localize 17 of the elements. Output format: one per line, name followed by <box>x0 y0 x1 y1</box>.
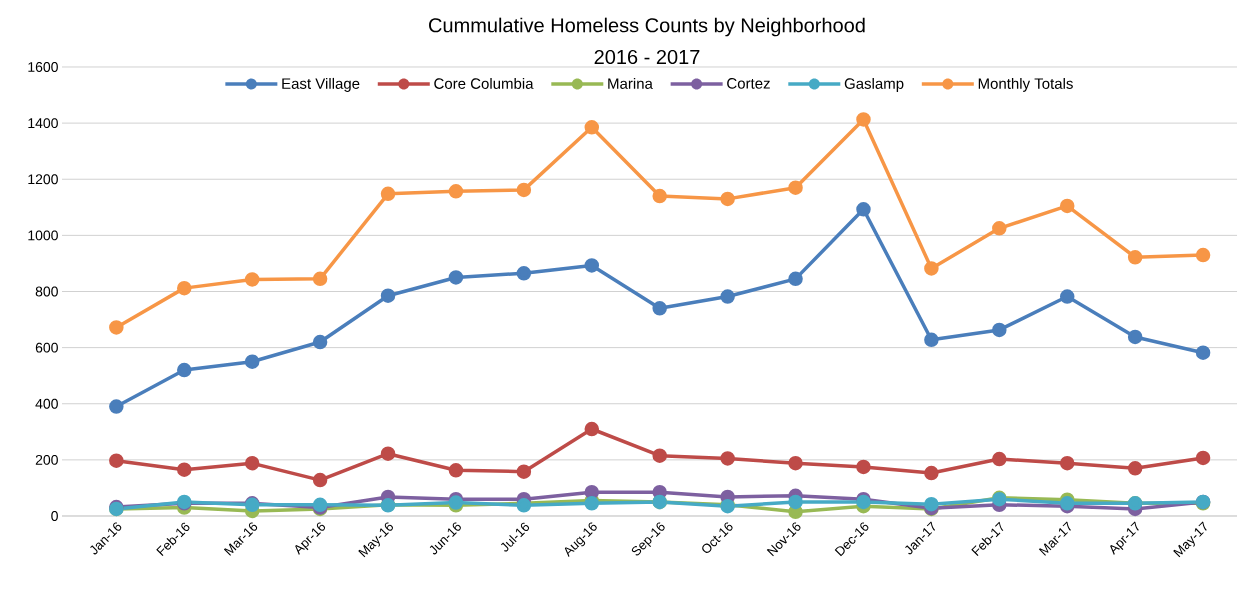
legend-label: Cortez <box>727 78 770 89</box>
legend-label: East Village <box>282 77 360 92</box>
y-tick-label: 1400 <box>28 118 58 129</box>
y-tick-label: 400 <box>35 398 58 409</box>
legend-label: Gaslamp <box>844 77 904 92</box>
y-tick-label: 600 <box>35 342 58 353</box>
legend-label: Marina <box>608 77 653 89</box>
chart-subtitle: 2016 - 2017 <box>594 49 700 65</box>
y-tick-label: 200 <box>35 454 58 465</box>
chart-title: Cummulative Homeless Counts by Neighborhood <box>429 17 865 37</box>
y-tick-label: 1200 <box>28 174 58 185</box>
legend-label: Core Columbia <box>434 77 534 89</box>
y-tick-label: 800 <box>35 286 58 297</box>
legend-label: Monthly Totals <box>978 77 1073 92</box>
y-tick-label: 0 <box>51 511 58 521</box>
y-tick-label: 1000 <box>28 230 58 241</box>
y-tick-label: 1600 <box>28 62 58 72</box>
